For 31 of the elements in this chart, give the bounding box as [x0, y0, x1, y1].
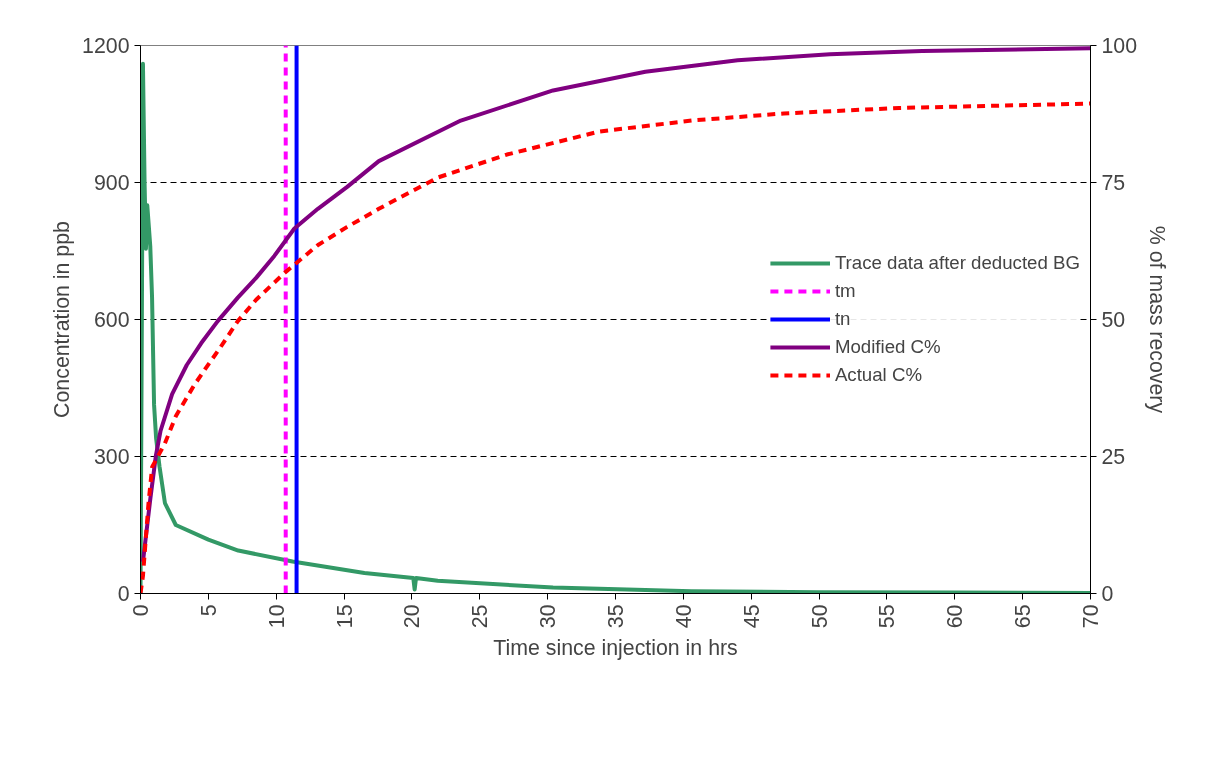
x-tick-label: 30	[536, 604, 561, 629]
y2-tick-label: 25	[1101, 445, 1126, 469]
legend-label: tm	[834, 280, 856, 302]
x-tick-label: 45	[739, 604, 764, 629]
y-tick-label: 600	[93, 308, 130, 332]
legend-label: Modified C%	[834, 336, 941, 358]
y2-tick-label: 50	[1101, 308, 1126, 332]
legend-label: tn	[834, 308, 852, 330]
x-tick-label: 25	[468, 604, 493, 629]
x-tick-label: 40	[671, 604, 696, 629]
x-tick-label: 65	[1011, 604, 1036, 629]
y-tick-label: 1200	[82, 34, 130, 58]
x-tick-label: 5	[196, 604, 221, 617]
x-tick-label: 60	[943, 604, 968, 629]
x-tick-label: 70	[1079, 604, 1103, 629]
y-axis-title: Concentration in ppb	[50, 221, 75, 418]
x-axis-title: Time since injection in hrs	[493, 636, 738, 661]
x-tick-label: 10	[264, 604, 289, 629]
y2-tick-label: 75	[1101, 171, 1126, 195]
x-tick-label: 55	[875, 604, 900, 629]
y2-axis-title: % of mass recovery	[1145, 225, 1170, 414]
y2-tick-label: 100	[1101, 34, 1138, 58]
x-tick-label: 20	[400, 604, 425, 629]
x-tick-label: 50	[807, 604, 832, 629]
legend-label: Trace data after deducted BG	[834, 252, 1080, 274]
y-tick-label: 300	[93, 445, 130, 469]
x-tick-label: 35	[604, 604, 628, 629]
legend-label: Actual C%	[834, 364, 923, 386]
x-tick-label: 0	[129, 604, 153, 617]
x-tick-label: 15	[332, 604, 357, 629]
y-tick-label: 900	[93, 171, 130, 195]
